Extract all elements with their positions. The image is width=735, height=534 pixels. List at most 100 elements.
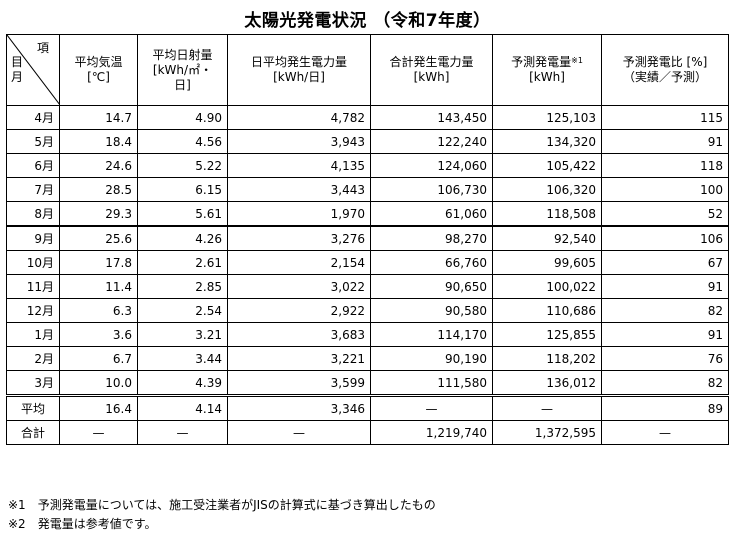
pred-cell: 110,686 (492, 298, 602, 323)
pred-cell: 118,202 (492, 346, 602, 371)
month-cell: 6月 (6, 153, 60, 178)
irr-cell: 4.39 (137, 370, 228, 396)
header-predicted-power: 予測発電量※1 [kWh] (492, 34, 602, 106)
daily-cell: 1,970 (227, 201, 371, 227)
pred-cell: 125,103 (492, 105, 602, 130)
pred-cell: 118,508 (492, 201, 602, 227)
page-title: 太陽光発電状況 （令和7年度） (244, 11, 491, 31)
sum-ratio: — (601, 420, 729, 445)
total-cell: 98,270 (370, 225, 493, 251)
corner-header-cell: 項 目月 (6, 34, 60, 106)
ratio-cell: 52 (601, 201, 729, 227)
average-temp: 16.4 (59, 394, 138, 421)
total-cell: 143,450 (370, 105, 493, 130)
sum-temp: — (59, 420, 138, 445)
ratio-cell: 106 (601, 225, 729, 251)
sum-row: 合計 — — —1,219,740 1,372,595— (6, 420, 729, 445)
pred-cell: 100,022 (492, 274, 602, 299)
ratio-cell: 82 (601, 298, 729, 323)
average-total: — (370, 394, 493, 421)
table-row: 5月 18.4 4.56 3,943 122,240 134,320 91 (6, 129, 729, 154)
average-pred: — (492, 394, 602, 421)
total-cell: 90,650 (370, 274, 493, 299)
irr-cell: 5.22 (137, 153, 228, 178)
average-daily: 3,346 (227, 394, 371, 421)
ratio-cell: 118 (601, 153, 729, 178)
ratio-cell: 115 (601, 105, 729, 130)
total-cell: 111,580 (370, 370, 493, 396)
temp-cell: 24.6 (59, 153, 138, 178)
daily-cell: 2,922 (227, 298, 371, 323)
sum-pred: 1,372,595 (492, 420, 602, 445)
month-cell: 2月 (6, 346, 60, 371)
irr-cell: 2.85 (137, 274, 228, 299)
total-cell: 61,060 (370, 201, 493, 227)
header-temp-label: 平均気温 (74, 55, 123, 69)
header-daily-label: 日平均発生電力量 (250, 55, 347, 69)
month-cell: 10月 (6, 250, 60, 275)
ratio-cell: 67 (601, 250, 729, 275)
table-row: 4月 14.7 4.90 4,782 143,450 125,103 115 (6, 105, 729, 130)
solar-power-table: 項 目月 平均気温 [℃] 平均日射量 [kWh/㎡・ 日] 日平均発生電力量 [kWh… (6, 34, 729, 445)
daily-cell: 3,221 (227, 346, 371, 371)
table-row: 12月 6.3 2.54 2,922 90,580 110,686 82 (6, 298, 729, 323)
corner-month-char2: 月 (11, 70, 24, 84)
total-cell: 66,760 (370, 250, 493, 275)
sum-irr: — (137, 420, 228, 445)
table-row: 1月 3.6 3.21 3,683 114,170 125,855 91 (6, 322, 729, 347)
header-ratio-sub: （実績／予測） (622, 70, 707, 84)
sum-daily: — (227, 420, 371, 445)
header-pred-footnote-mark: ※1 (571, 56, 583, 65)
daily-cell: 4,782 (227, 105, 371, 130)
header-total-label: 合計発生電力量 (389, 55, 474, 69)
average-label: 平均 (6, 394, 60, 421)
daily-cell: 4,135 (227, 153, 371, 178)
temp-cell: 6.3 (59, 298, 138, 323)
daily-cell: 3,683 (227, 322, 371, 347)
header-irr-unit2: 日] (174, 77, 191, 92)
header-total-unit: [kWh] (413, 70, 450, 84)
pred-cell: 105,422 (492, 153, 602, 178)
temp-cell: 29.3 (59, 201, 138, 227)
ratio-cell: 91 (601, 274, 729, 299)
temp-cell: 17.8 (59, 250, 138, 275)
irr-cell: 2.61 (137, 250, 228, 275)
month-cell: 5月 (6, 129, 60, 154)
pred-cell: 134,320 (492, 129, 602, 154)
header-pred-unit: [kWh] (529, 70, 565, 84)
pred-cell: 136,012 (492, 370, 602, 396)
diagonal-line (7, 35, 60, 105)
footnotes: ※1 予測発電量については、施工受注業者がJISの計算式に基づき算出したもの ※… (8, 496, 436, 534)
pred-cell: 99,605 (492, 250, 602, 275)
ratio-cell: 76 (601, 346, 729, 371)
header-irradiance: 平均日射量 [kWh/㎡・ 日] (137, 34, 228, 106)
irr-cell: 5.61 (137, 201, 228, 227)
temp-cell: 3.6 (59, 322, 138, 347)
footnote-2: ※2 発電量は参考値です。 (8, 517, 157, 531)
irr-cell: 6.15 (137, 177, 228, 202)
pred-cell: 92,540 (492, 225, 602, 251)
sum-label: 合計 (6, 420, 60, 445)
total-cell: 90,190 (370, 346, 493, 371)
month-cell: 4月 (6, 105, 60, 130)
temp-cell: 25.6 (59, 225, 138, 251)
corner-month-char1: 目 (11, 55, 24, 69)
header-daily-power: 日平均発生電力量 [kWh/日] (227, 34, 371, 106)
total-cell: 122,240 (370, 129, 493, 154)
daily-cell: 3,599 (227, 370, 371, 396)
corner-item-label: 項 (36, 41, 49, 55)
temp-cell: 6.7 (59, 346, 138, 371)
table-row: 9月 25.6 4.26 3,276 98,270 92,540 106 (6, 225, 729, 251)
total-cell: 114,170 (370, 322, 493, 347)
irr-cell: 4.26 (137, 225, 228, 251)
average-row: 平均 16.4 4.14 3,346— —89 (6, 394, 729, 421)
sum-total: 1,219,740 (370, 420, 493, 445)
table-row: 6月 24.6 5.22 4,135 124,060 105,422 118 (6, 153, 729, 178)
table-row: 11月 11.4 2.85 3,022 90,650 100,022 91 (6, 274, 729, 299)
irr-cell: 3.44 (137, 346, 228, 371)
table-row: 2月 6.7 3.44 3,221 90,190 118,202 76 (6, 346, 729, 371)
ratio-cell: 100 (601, 177, 729, 202)
header-temp: 平均気温 [℃] (59, 34, 138, 106)
daily-cell: 3,022 (227, 274, 371, 299)
month-cell: 11月 (6, 274, 60, 299)
